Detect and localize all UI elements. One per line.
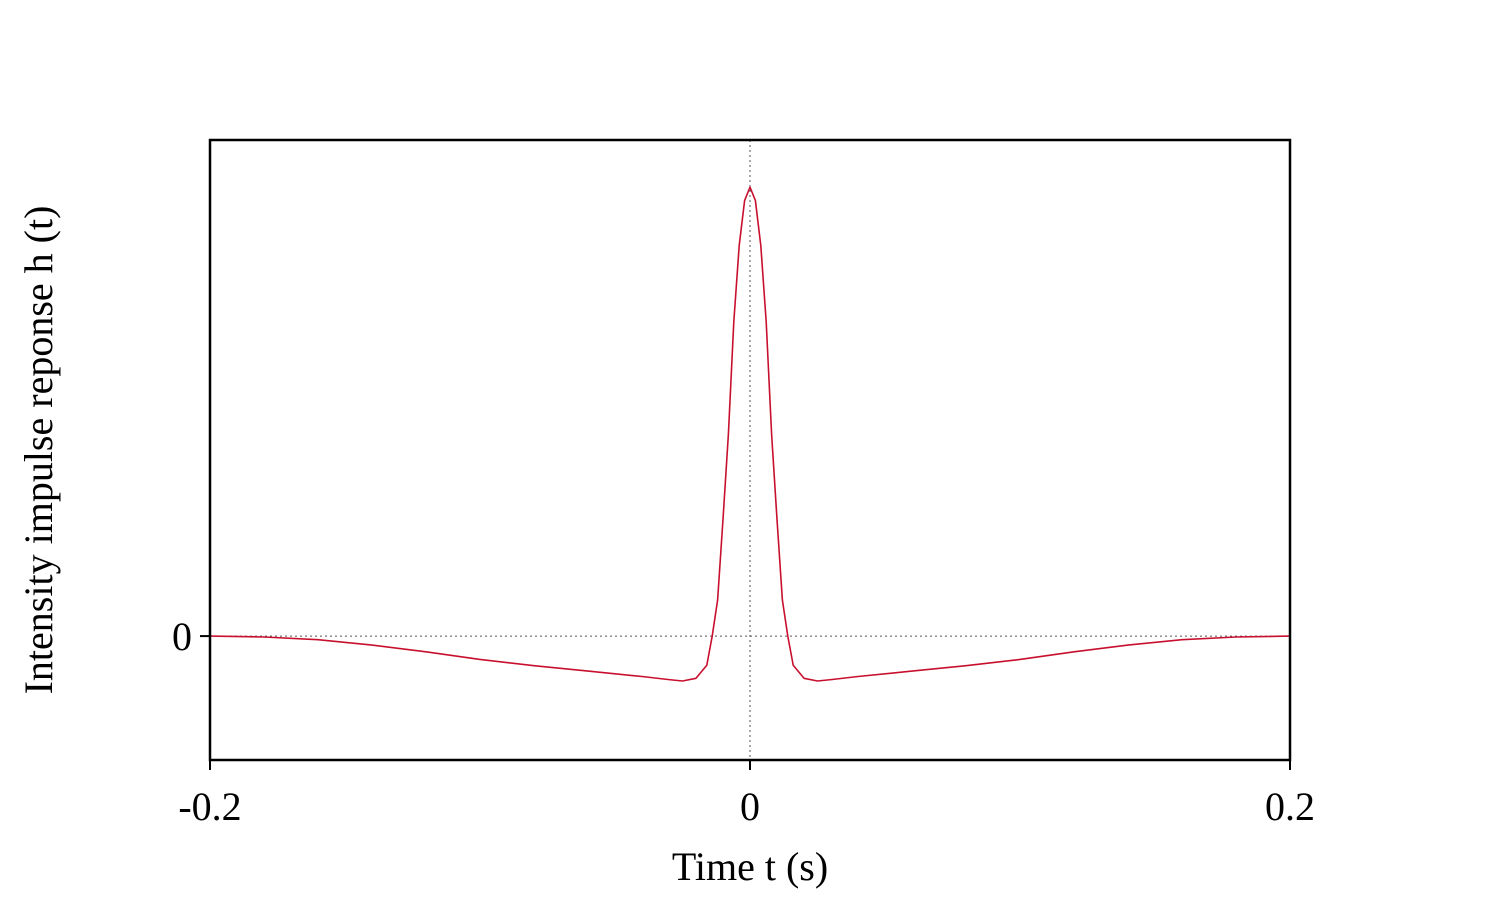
x-tick-label: 0.2 bbox=[1265, 784, 1315, 829]
line-series bbox=[209, 186, 1291, 682]
y-tick-label: 0 bbox=[172, 614, 192, 659]
x-tick-label: 0 bbox=[740, 784, 760, 829]
y-axis-label: Intensity impulse reponse h (t) bbox=[16, 206, 61, 695]
x-axis-label: Time t (s) bbox=[672, 844, 828, 889]
x-tick-label: -0.2 bbox=[178, 784, 241, 829]
plot-frame bbox=[208, 138, 1292, 762]
